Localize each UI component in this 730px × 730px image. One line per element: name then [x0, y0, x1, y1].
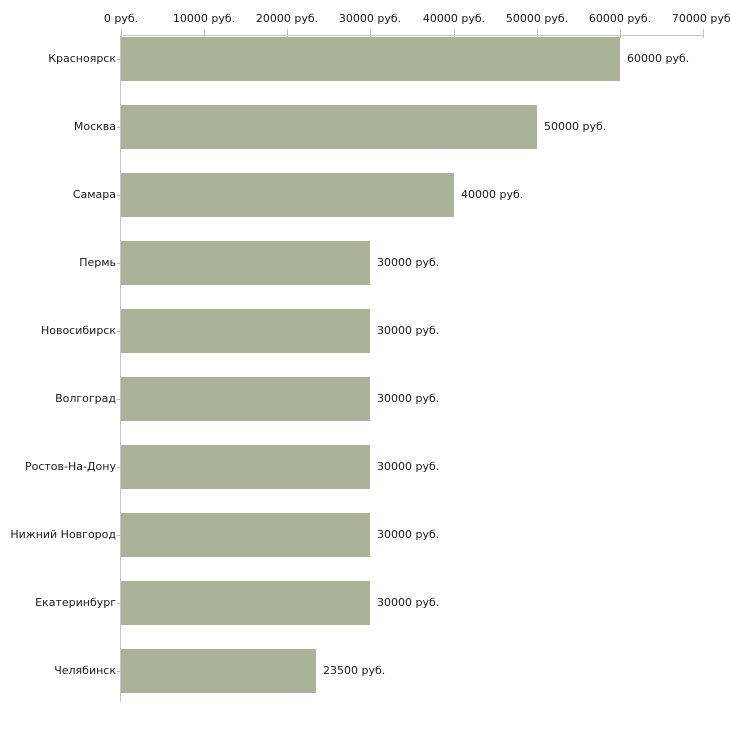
category-label: Красноярск	[48, 52, 116, 65]
bar	[121, 581, 370, 625]
x-axis-tick-label: 10000 руб.	[172, 12, 236, 25]
category-tick-mark	[117, 467, 121, 468]
bar	[121, 445, 370, 489]
value-label: 30000 руб.	[377, 392, 440, 405]
category-label: Екатеринбург	[35, 596, 116, 609]
category-label: Новосибирск	[40, 324, 116, 337]
x-axis-tick-label: 40000 руб.	[422, 12, 486, 25]
category-tick-mark	[117, 59, 121, 60]
x-axis-tick-label: 0 руб.	[103, 12, 139, 25]
bar	[121, 513, 370, 557]
category-label: Челябинск	[54, 664, 116, 677]
bar	[121, 241, 370, 285]
category-tick-mark	[117, 195, 121, 196]
category-tick-mark	[117, 263, 121, 264]
bar	[121, 105, 537, 149]
category-tick-mark	[117, 535, 121, 536]
value-label: 30000 руб.	[377, 256, 440, 269]
value-label: 30000 руб.	[377, 528, 440, 541]
x-axis-line	[121, 35, 703, 36]
category-label: Самара	[72, 188, 116, 201]
x-axis-tick-label: 60000 руб.	[588, 12, 652, 25]
category-tick-mark	[117, 399, 121, 400]
x-axis-tick-label: 70000 руб.	[671, 12, 730, 25]
value-label: 30000 руб.	[377, 324, 440, 337]
bar	[121, 649, 316, 693]
category-tick-mark	[117, 331, 121, 332]
category-label: Волгоград	[55, 392, 116, 405]
value-label: 60000 руб.	[627, 52, 690, 65]
x-axis-tick-mark	[454, 29, 455, 38]
value-label: 30000 руб.	[377, 596, 440, 609]
y-axis-line	[120, 35, 121, 702]
category-tick-mark	[117, 127, 121, 128]
value-label: 30000 руб.	[377, 460, 440, 473]
x-axis-tick-mark	[121, 29, 122, 38]
category-label: Нижний Новгород	[10, 528, 116, 541]
category-label: Ростов-На-Дону	[24, 460, 116, 473]
value-label: 23500 руб.	[323, 664, 386, 677]
value-label: 50000 руб.	[544, 120, 607, 133]
bar	[121, 309, 370, 353]
category-label: Москва	[73, 120, 116, 133]
x-axis-tick-label: 50000 руб.	[505, 12, 569, 25]
x-axis-tick-mark	[204, 29, 205, 38]
value-label: 40000 руб.	[461, 188, 524, 201]
x-axis-tick-mark	[370, 29, 371, 38]
category-tick-mark	[117, 603, 121, 604]
x-axis-tick-mark	[537, 29, 538, 38]
x-axis-tick-mark	[287, 29, 288, 38]
x-axis-tick-mark	[620, 29, 621, 38]
x-axis-tick-label: 20000 руб.	[255, 12, 319, 25]
bar	[121, 173, 454, 217]
x-axis-tick-mark	[703, 29, 704, 38]
bar	[121, 37, 620, 81]
x-axis-tick-label: 30000 руб.	[338, 12, 402, 25]
bar	[121, 377, 370, 421]
category-label: Пермь	[79, 256, 116, 269]
category-tick-mark	[117, 671, 121, 672]
